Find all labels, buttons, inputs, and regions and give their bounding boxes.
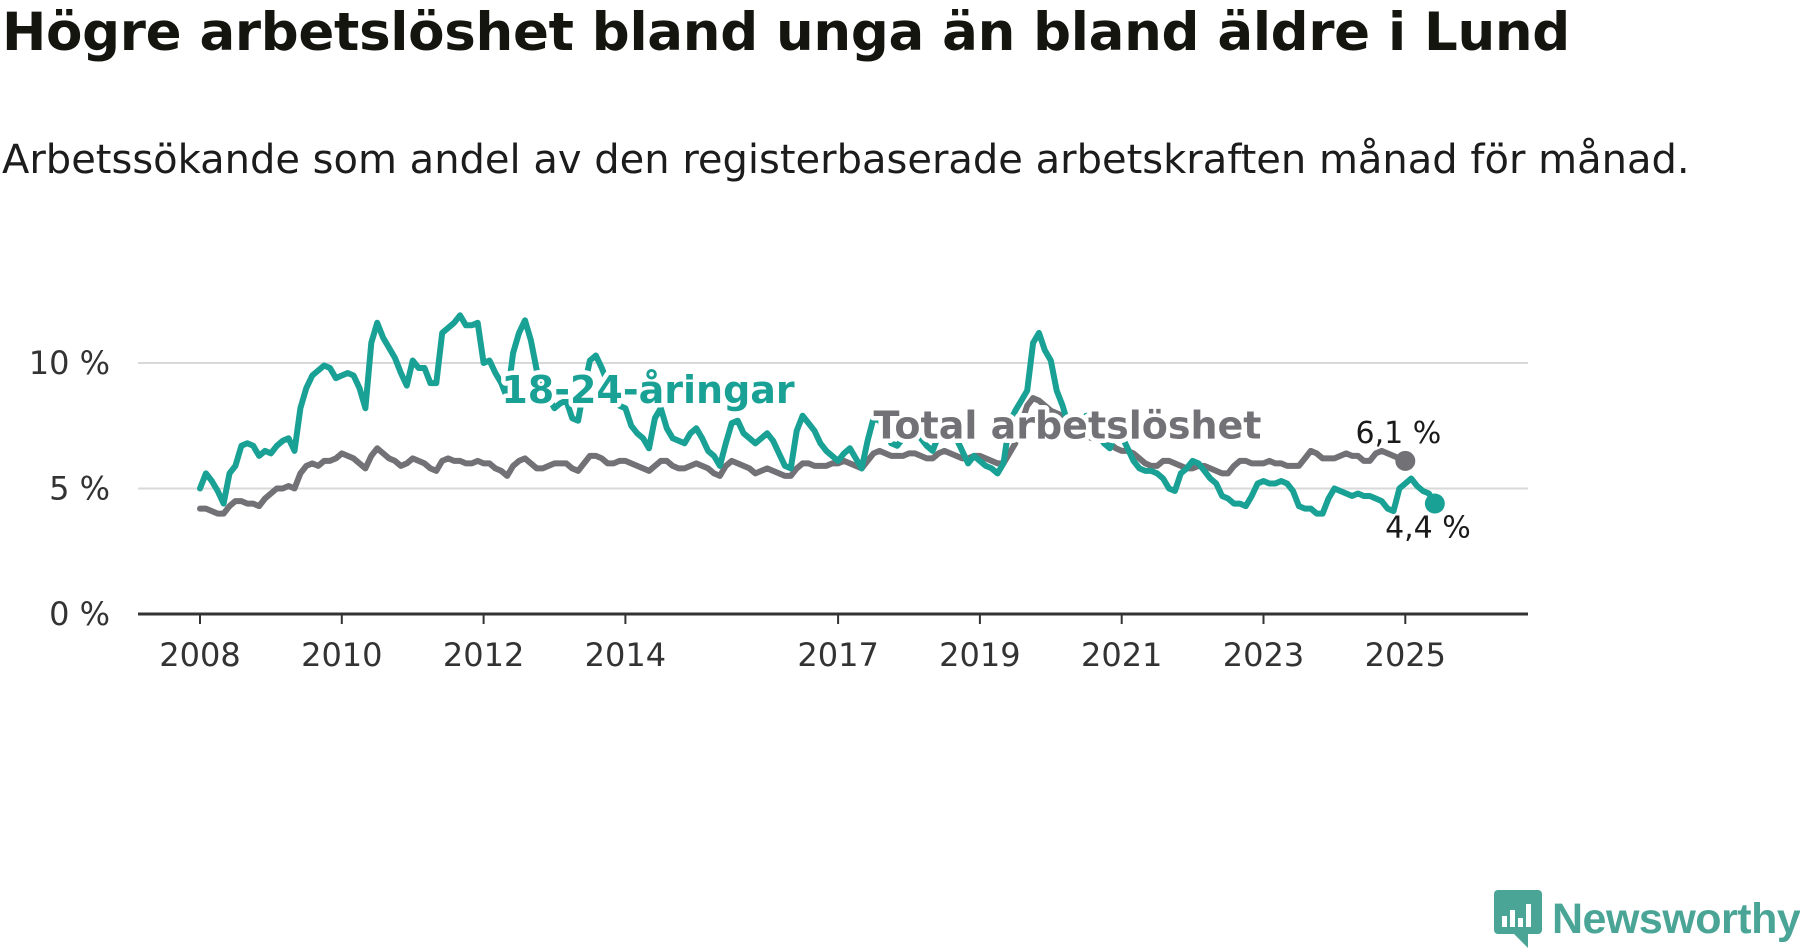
series-label: Total arbetslöshet	[874, 403, 1262, 447]
line-chart: 0 %5 %10 % 2008 2010 2012 2014 2017 2019 2021 2…	[29, 312, 1528, 674]
y-axis: 0 % 5 % 10 %	[29, 344, 110, 633]
series-line-youth	[197, 312, 1438, 517]
series-end-point	[1424, 493, 1445, 514]
x-tick-label: 2025	[1365, 636, 1446, 674]
y-tick-label: 5 %	[49, 470, 110, 508]
x-tick-label: 2017	[797, 636, 878, 674]
end-value-label: 6,1 %	[1356, 416, 1442, 451]
series-label-halo: Total arbetslöshet	[874, 403, 1262, 447]
series-end-point	[1395, 450, 1416, 471]
x-tick-label: 2010	[301, 636, 382, 674]
newsworthy-logo-icon	[1494, 890, 1542, 948]
x-tick-label: 2023	[1223, 636, 1304, 674]
brand-logo: Newsworthy	[1494, 890, 1800, 948]
series-layer	[197, 312, 1445, 517]
x-tick-label: 2021	[1081, 636, 1162, 674]
y-tick-label: 10 %	[29, 344, 110, 382]
grid-layer	[138, 362, 1528, 490]
chart-subtitle: Arbetssökande som andel av den registerb…	[2, 137, 1690, 183]
series-label: 18-24-åringar	[501, 368, 795, 412]
x-tick-label: 2019	[939, 636, 1020, 674]
x-tick-label: 2012	[443, 636, 524, 674]
x-tick-label: 2014	[585, 636, 666, 674]
x-tick-label: 2008	[159, 636, 240, 674]
end-value-label: 4,4 %	[1385, 511, 1471, 546]
series-line-total	[197, 395, 1409, 517]
brand-name: Newsworthy	[1552, 894, 1800, 943]
series-label-halo: 18-24-åringar	[501, 368, 795, 412]
chart-title: Högre arbetslöshet bland unga än bland ä…	[2, 2, 1570, 63]
x-axis: 2008 2010 2012 2014 2017 2019 2021 2023 2025	[138, 612, 1528, 674]
y-tick-label: 0 %	[49, 595, 110, 633]
